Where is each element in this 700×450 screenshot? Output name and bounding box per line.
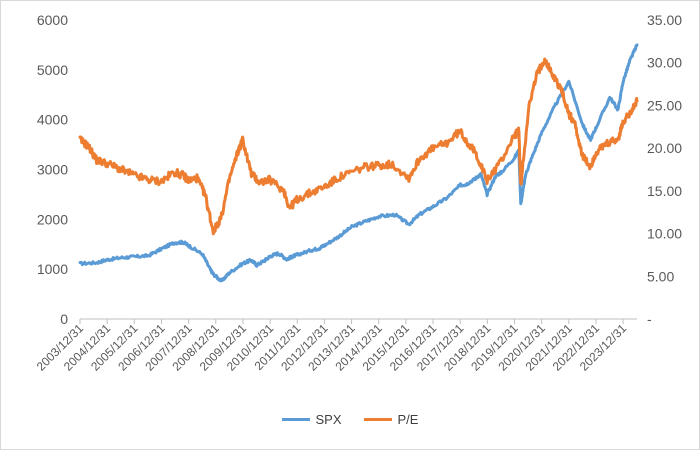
legend-swatch-spx — [281, 418, 310, 421]
series-line-spx — [78, 43, 639, 283]
series-line-pe — [78, 57, 639, 236]
y-right-tick-label: 20.00 — [647, 140, 682, 156]
y-right-tick-label: 15.00 — [647, 183, 682, 199]
legend-label-pe: P/E — [397, 412, 419, 427]
y-left-tick-label: 0 — [60, 311, 68, 327]
legend-swatch-pe — [363, 418, 392, 421]
y-left-tick-label: 5000 — [37, 62, 68, 78]
y-right-tick-label: 10.00 — [647, 226, 682, 242]
y-left-tick-label: 6000 — [37, 12, 68, 28]
legend-item-pe[interactable]: P/E — [363, 412, 419, 427]
y-left-tick-label: 2000 — [37, 211, 68, 227]
legend-item-spx[interactable]: SPX — [281, 412, 342, 427]
chart-legend: SPX P/E — [0, 412, 700, 427]
y-right-tick-label: 25.00 — [647, 97, 682, 113]
y-right-tick-label: 30.00 — [647, 55, 682, 71]
y-left-tick-label: 4000 — [37, 112, 68, 128]
y-right-tick-label: 5.00 — [647, 268, 674, 284]
series-layer — [78, 43, 639, 283]
legend-label-spx: SPX — [315, 412, 342, 427]
y-right-tick-label: - — [647, 311, 652, 327]
y-left-tick-label: 1000 — [37, 261, 68, 277]
y-left-tick-label: 3000 — [37, 162, 68, 178]
y-right-tick-label: 35.00 — [647, 12, 682, 28]
